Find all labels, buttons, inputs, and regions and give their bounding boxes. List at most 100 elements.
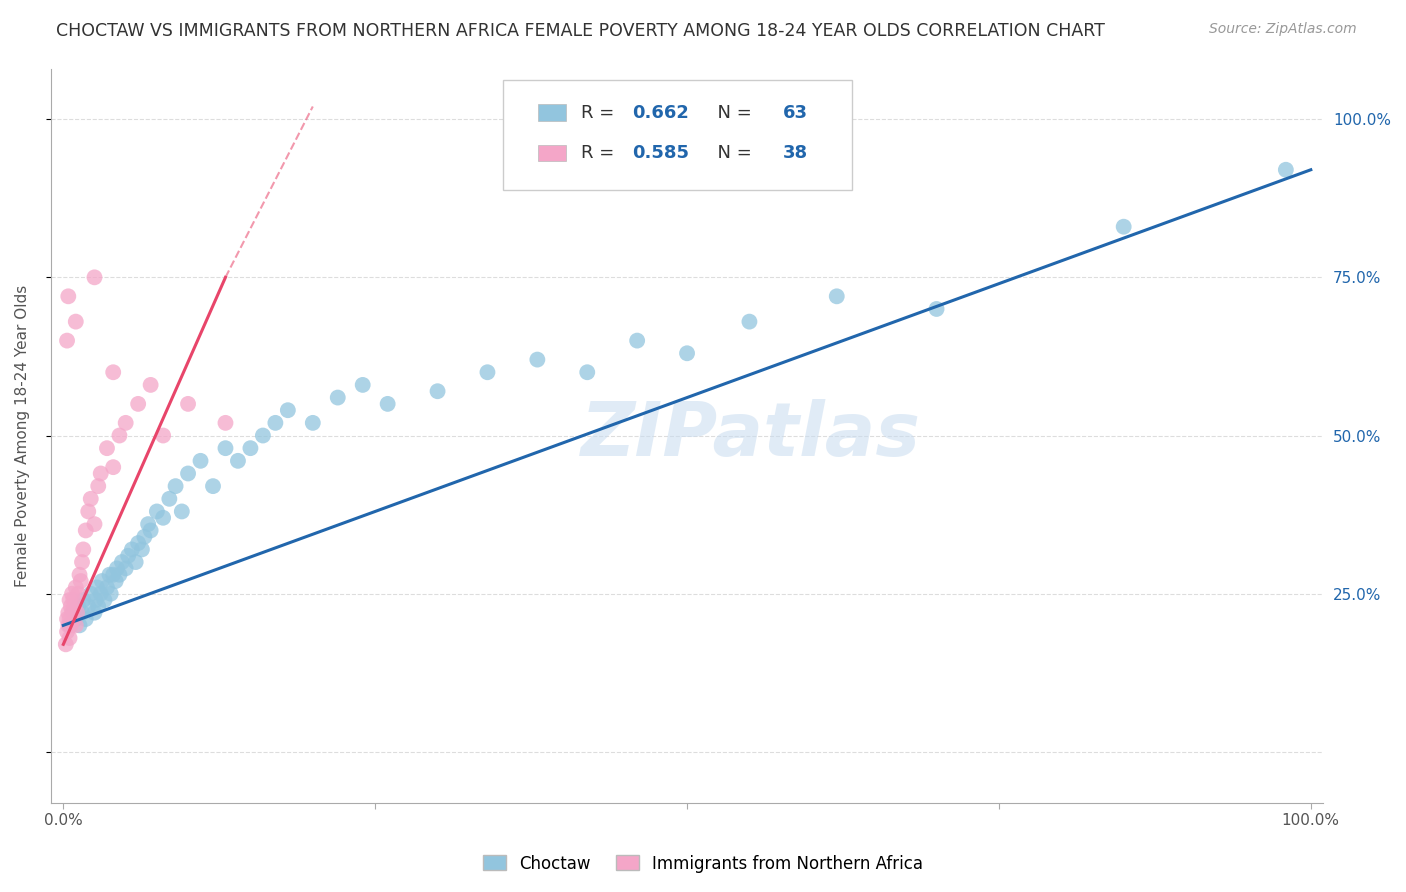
FancyBboxPatch shape: [502, 79, 852, 190]
Point: [80, 587, 103, 601]
Point: [91, 574, 114, 588]
Point: [139, 378, 162, 392]
Point: [139, 524, 162, 538]
Point: [69, 574, 91, 588]
Point: [576, 365, 599, 379]
Point: [136, 517, 159, 532]
Point: [62, 593, 84, 607]
Point: [239, 441, 262, 455]
Point: [58, 606, 80, 620]
Y-axis label: Female Poverty Among 18-24 Year Olds: Female Poverty Among 18-24 Year Olds: [15, 285, 30, 587]
Point: [77, 599, 100, 614]
FancyBboxPatch shape: [538, 145, 567, 161]
Point: [152, 428, 174, 442]
Text: Source: ZipAtlas.com: Source: ZipAtlas.com: [1209, 22, 1357, 37]
Text: N =: N =: [706, 144, 758, 162]
Point: [83, 517, 105, 532]
Point: [177, 397, 200, 411]
Point: [83, 606, 105, 620]
Point: [104, 574, 127, 588]
Point: [157, 491, 180, 506]
Point: [72, 593, 94, 607]
Point: [103, 567, 125, 582]
Text: 0.662: 0.662: [633, 103, 689, 121]
Text: 0.585: 0.585: [633, 144, 689, 162]
Point: [1112, 219, 1135, 234]
Point: [134, 530, 156, 544]
Point: [114, 416, 136, 430]
Text: R =: R =: [582, 144, 620, 162]
Point: [226, 454, 249, 468]
Point: [264, 416, 287, 430]
Text: 63: 63: [783, 103, 807, 121]
Point: [626, 334, 648, 348]
Point: [201, 479, 224, 493]
Point: [96, 581, 118, 595]
Point: [56, 334, 79, 348]
Point: [377, 397, 399, 411]
Point: [165, 479, 187, 493]
Point: [67, 599, 90, 614]
Point: [100, 587, 122, 601]
Point: [87, 479, 110, 493]
FancyBboxPatch shape: [538, 104, 567, 120]
Point: [98, 567, 121, 582]
Point: [67, 587, 90, 601]
Point: [83, 270, 105, 285]
Text: ZIPatlas: ZIPatlas: [581, 399, 921, 472]
Text: 38: 38: [783, 144, 807, 162]
Point: [127, 536, 149, 550]
Point: [65, 612, 87, 626]
Point: [70, 606, 93, 620]
Point: [252, 428, 274, 442]
Point: [65, 315, 87, 329]
Text: N =: N =: [706, 103, 758, 121]
Point: [108, 428, 131, 442]
Point: [127, 397, 149, 411]
Point: [62, 612, 84, 626]
Point: [70, 555, 93, 569]
Point: [1275, 162, 1298, 177]
Point: [825, 289, 848, 303]
Point: [526, 352, 548, 367]
Point: [121, 542, 143, 557]
Point: [103, 460, 125, 475]
Point: [301, 416, 323, 430]
Point: [66, 606, 89, 620]
Point: [90, 587, 112, 601]
Point: [170, 504, 193, 518]
Point: [90, 467, 112, 481]
Point: [80, 491, 103, 506]
Point: [59, 618, 82, 632]
Point: [75, 612, 97, 626]
Point: [58, 618, 80, 632]
Text: R =: R =: [582, 103, 620, 121]
Point: [69, 567, 91, 582]
Point: [108, 567, 131, 582]
Point: [87, 599, 110, 614]
Point: [69, 618, 91, 632]
Point: [84, 593, 107, 607]
Point: [72, 542, 94, 557]
Point: [58, 289, 80, 303]
Point: [62, 606, 84, 620]
Point: [477, 365, 499, 379]
Point: [93, 593, 115, 607]
Point: [63, 599, 86, 614]
Point: [738, 315, 761, 329]
Point: [55, 637, 77, 651]
Point: [58, 618, 80, 632]
Point: [60, 606, 83, 620]
Point: [96, 441, 118, 455]
Point: [114, 561, 136, 575]
Point: [131, 542, 153, 557]
Point: [676, 346, 699, 360]
Point: [56, 624, 79, 639]
Legend: Choctaw, Immigrants from Northern Africa: Choctaw, Immigrants from Northern Africa: [475, 848, 931, 880]
Point: [56, 612, 79, 626]
Point: [111, 555, 134, 569]
Point: [146, 504, 169, 518]
Point: [58, 631, 80, 645]
Point: [77, 504, 100, 518]
Point: [426, 384, 449, 399]
